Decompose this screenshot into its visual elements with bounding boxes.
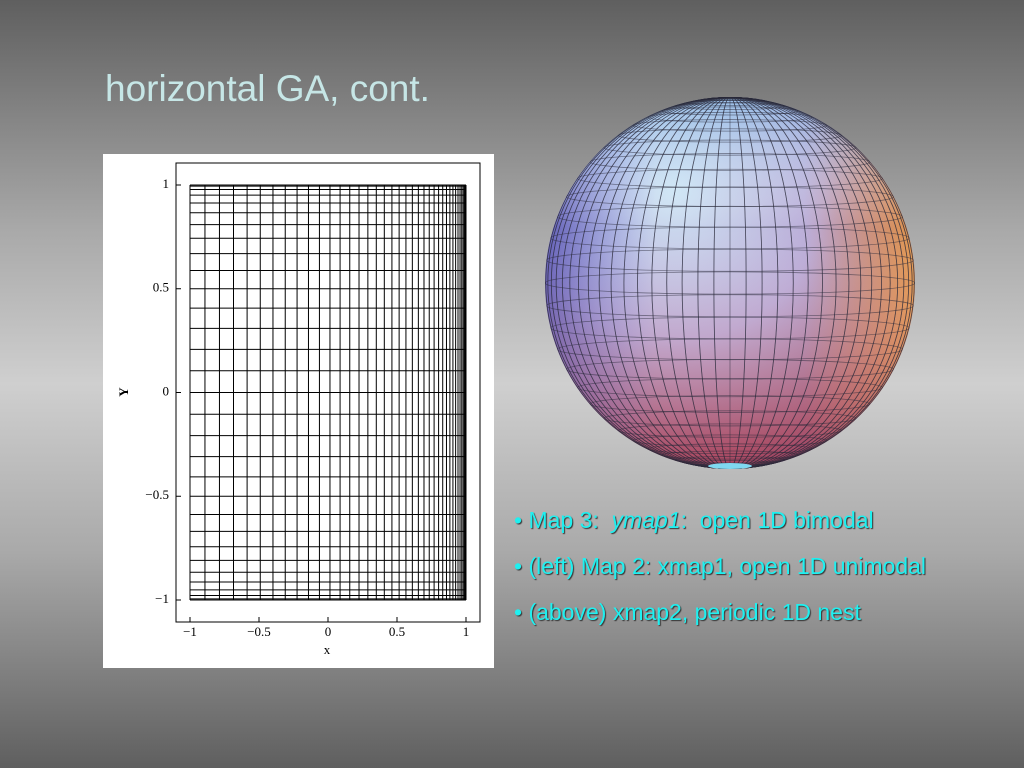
parallel [661, 106, 799, 116]
bullet-text: • (above) xmap2, periodic 1D nest [514, 599, 861, 625]
parallel [661, 450, 799, 460]
y-tick-label: 1 [163, 176, 170, 191]
y-axis-label: Y [116, 387, 131, 397]
meridian [610, 97, 850, 469]
parallel [632, 119, 828, 132]
parallel [589, 153, 871, 171]
meridian [547, 97, 913, 469]
x-tick-label: 0.5 [389, 624, 405, 639]
x-tick-label: 0 [325, 624, 332, 639]
parallel [618, 128, 842, 143]
y-tick-label: 0 [163, 383, 170, 398]
x-tick-label: 1 [463, 624, 470, 639]
meridian [651, 97, 809, 469]
meridian [555, 97, 905, 469]
meridian [569, 97, 891, 469]
meridian [681, 97, 779, 469]
meridian [713, 97, 747, 469]
bullet-text: • (left) Map 2: xmap1, open 1D unimodal [514, 553, 927, 579]
y-tick-label: −1 [155, 591, 169, 606]
meridian [697, 97, 763, 469]
meridian [578, 97, 882, 469]
parallel [545, 271, 915, 295]
bullet-text: • Map 3: [514, 507, 612, 533]
parallel [550, 316, 910, 340]
y-tick-label: 0.5 [153, 280, 169, 295]
meridian [637, 97, 823, 469]
sphere-pole [708, 463, 752, 469]
meridian [561, 97, 899, 469]
bullet: • (above) xmap2, periodic 1D nest [514, 595, 984, 629]
slide-title: horizontal GA, cont. [105, 68, 430, 109]
meridian [550, 97, 910, 469]
parallel [618, 423, 842, 438]
bullet: • (left) Map 2: xmap1, open 1D unimodal [514, 549, 984, 583]
parallel [647, 111, 813, 123]
parallel [603, 410, 857, 427]
meridian [598, 97, 862, 469]
parallel [565, 186, 895, 207]
bullet: • Map 3: ymap1: open 1D bimodal [514, 503, 984, 537]
sphere-shade [545, 97, 915, 469]
parallel [603, 139, 857, 156]
parallel [577, 378, 883, 398]
parallel [577, 168, 883, 188]
parallel [632, 434, 828, 447]
parallel [589, 395, 871, 413]
bullet-list: • Map 3: ymap1: open 1D bimodal • (left) … [514, 503, 984, 641]
x-axis-label: x [324, 642, 331, 657]
meridian [587, 97, 873, 469]
parallel [546, 248, 914, 272]
y-tick-label: −0.5 [145, 487, 169, 502]
grid-plot: −1 −0.5 0 0.5 1 1 0.5 0 −0.5 −1 x Y [103, 154, 494, 668]
meridian [666, 97, 794, 469]
meridian [545, 97, 915, 469]
x-tick-label: −0.5 [247, 624, 271, 639]
parallel [647, 443, 813, 455]
parallel [546, 294, 914, 318]
bullet-text: ymap1 [611, 507, 681, 533]
sphere-figure [545, 97, 915, 469]
meridian [623, 97, 837, 469]
x-tick-label: −1 [183, 624, 197, 639]
bullet-text: : open 1D bimodal [680, 507, 874, 533]
